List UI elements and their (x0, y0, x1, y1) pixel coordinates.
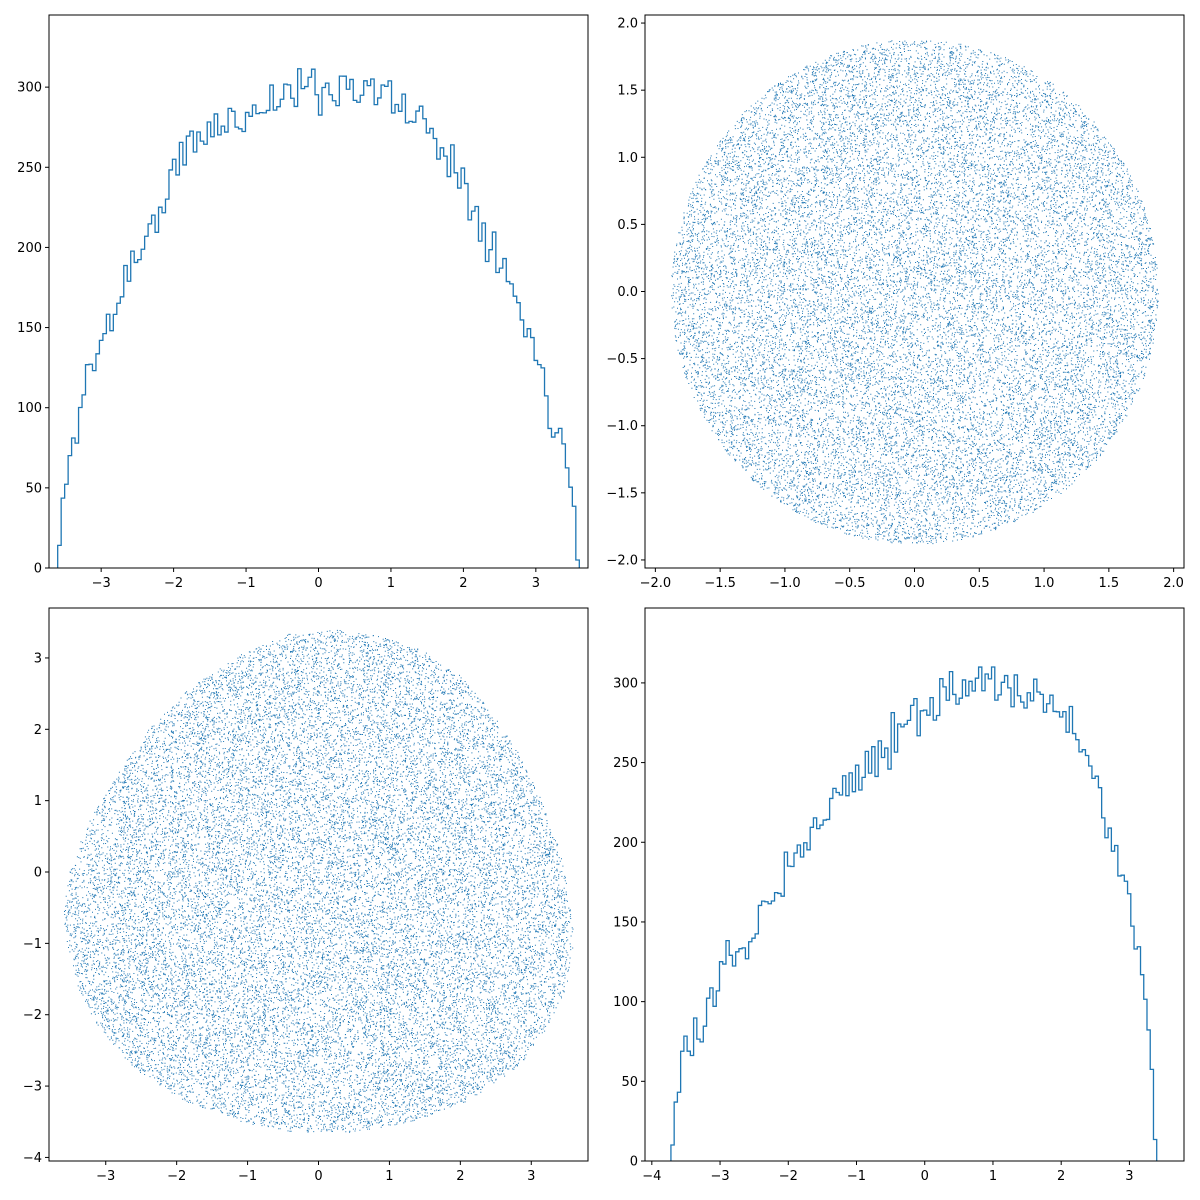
axes-frame (644, 607, 1185, 1162)
y-tick-label: 0.0 (617, 285, 638, 300)
x-tick-label: −3 (710, 1169, 729, 1184)
scatter-points (64, 629, 574, 1133)
y-tick-label: −2 (23, 1008, 42, 1023)
y-tick-label: 1.5 (617, 84, 638, 99)
subplot-top-left: −3 −2 −1 0 1 2 3 0 50 100 150 200 250 300 (17, 14, 589, 591)
y-tick-label: 100 (17, 401, 42, 416)
x-tick-label: 0.0 (904, 576, 925, 591)
x-tick-label: 2 (459, 576, 467, 591)
x-tick-label: 0 (921, 1169, 929, 1184)
y-tick-label: 3 (34, 651, 42, 666)
x-tick-label: 1 (989, 1169, 997, 1184)
y-tick-label: 300 (17, 81, 42, 96)
x-tick-label: −2 (167, 1169, 186, 1184)
y-tick-label: 1 (34, 794, 42, 809)
x-tick-label: −2 (164, 576, 183, 591)
x-tick-label: 0.5 (969, 576, 990, 591)
y-tick-label: 50 (621, 1075, 638, 1090)
x-tick-label: −2.0 (640, 576, 672, 591)
y-tick-label: −3 (23, 1080, 42, 1095)
x-tick-label: −1.0 (769, 576, 801, 591)
x-tick-label: −0.5 (834, 576, 866, 591)
y-tick-label: −1.0 (606, 419, 638, 434)
y-tick-label: 150 (613, 915, 638, 930)
subplot-bottom-left: −3 −2 −1 0 1 2 3 −4 −3 −2 −1 0 1 2 3 (23, 607, 589, 1184)
y-tick-label: 250 (613, 756, 638, 771)
y-tick-label: 0 (34, 866, 42, 881)
x-tick-label: 3 (527, 1169, 535, 1184)
x-tick-label: −1.5 (704, 576, 736, 591)
y-tick-label: 150 (17, 321, 42, 336)
y-tick-label: 250 (17, 161, 42, 176)
x-tick-label: −2 (779, 1169, 798, 1184)
y-tick-label: 50 (25, 481, 42, 496)
x-tick-label: 1 (387, 576, 395, 591)
y-tick-label: 0 (630, 1155, 638, 1170)
x-tick-label: −1 (847, 1169, 866, 1184)
y-tick-label: 2.0 (617, 17, 638, 32)
y-tick-label: −4 (23, 1151, 42, 1166)
x-tick-label: 0 (314, 576, 322, 591)
x-tick-label: 3 (532, 576, 540, 591)
y-tick-label: 100 (613, 995, 638, 1010)
y-tick-label: −1.5 (606, 486, 638, 501)
y-tick-label: 1.0 (617, 151, 638, 166)
y-tick-label: 0 (34, 562, 42, 577)
subplot-top-right: −2.0 −1.5 −1.0 −0.5 0.0 0.5 1.0 1.5 2.0 −2.0 −1.5 −… (606, 14, 1185, 591)
x-tick-label: 1.0 (1034, 576, 1055, 591)
y-tick-label: −2.0 (606, 553, 638, 568)
x-tick-label: 1 (385, 1169, 393, 1184)
scatter-points (671, 40, 1159, 545)
x-tick-label: 2 (1057, 1169, 1065, 1184)
y-tick-label: −1 (23, 937, 42, 952)
x-tick-label: 2 (456, 1169, 464, 1184)
x-tick-label: −1 (236, 576, 255, 591)
y-tick-label: 0.5 (617, 218, 638, 233)
y-tick-label: 200 (613, 836, 638, 851)
x-tick-label: 3 (1125, 1169, 1133, 1184)
x-tick-label: 0 (314, 1169, 322, 1184)
axes-frame (644, 14, 1185, 569)
y-tick-label: 300 (613, 676, 638, 691)
x-tick-label: 1.5 (1099, 576, 1120, 591)
x-tick-label: −4 (642, 1169, 661, 1184)
histogram-outline (670, 666, 1158, 1161)
histogram-outline (57, 68, 580, 568)
x-tick-label: −1 (238, 1169, 257, 1184)
x-tick-label: −3 (96, 1169, 115, 1184)
y-tick-label: 200 (17, 241, 42, 256)
y-tick-label: −0.5 (606, 352, 638, 367)
x-tick-label: −3 (92, 576, 111, 591)
subplot-bottom-right: −4 −3 −2 −1 0 1 2 3 0 50 100 150 200 250 300 (613, 607, 1185, 1184)
y-tick-label: 2 (34, 723, 42, 738)
x-tick-label: 2.0 (1163, 576, 1184, 591)
